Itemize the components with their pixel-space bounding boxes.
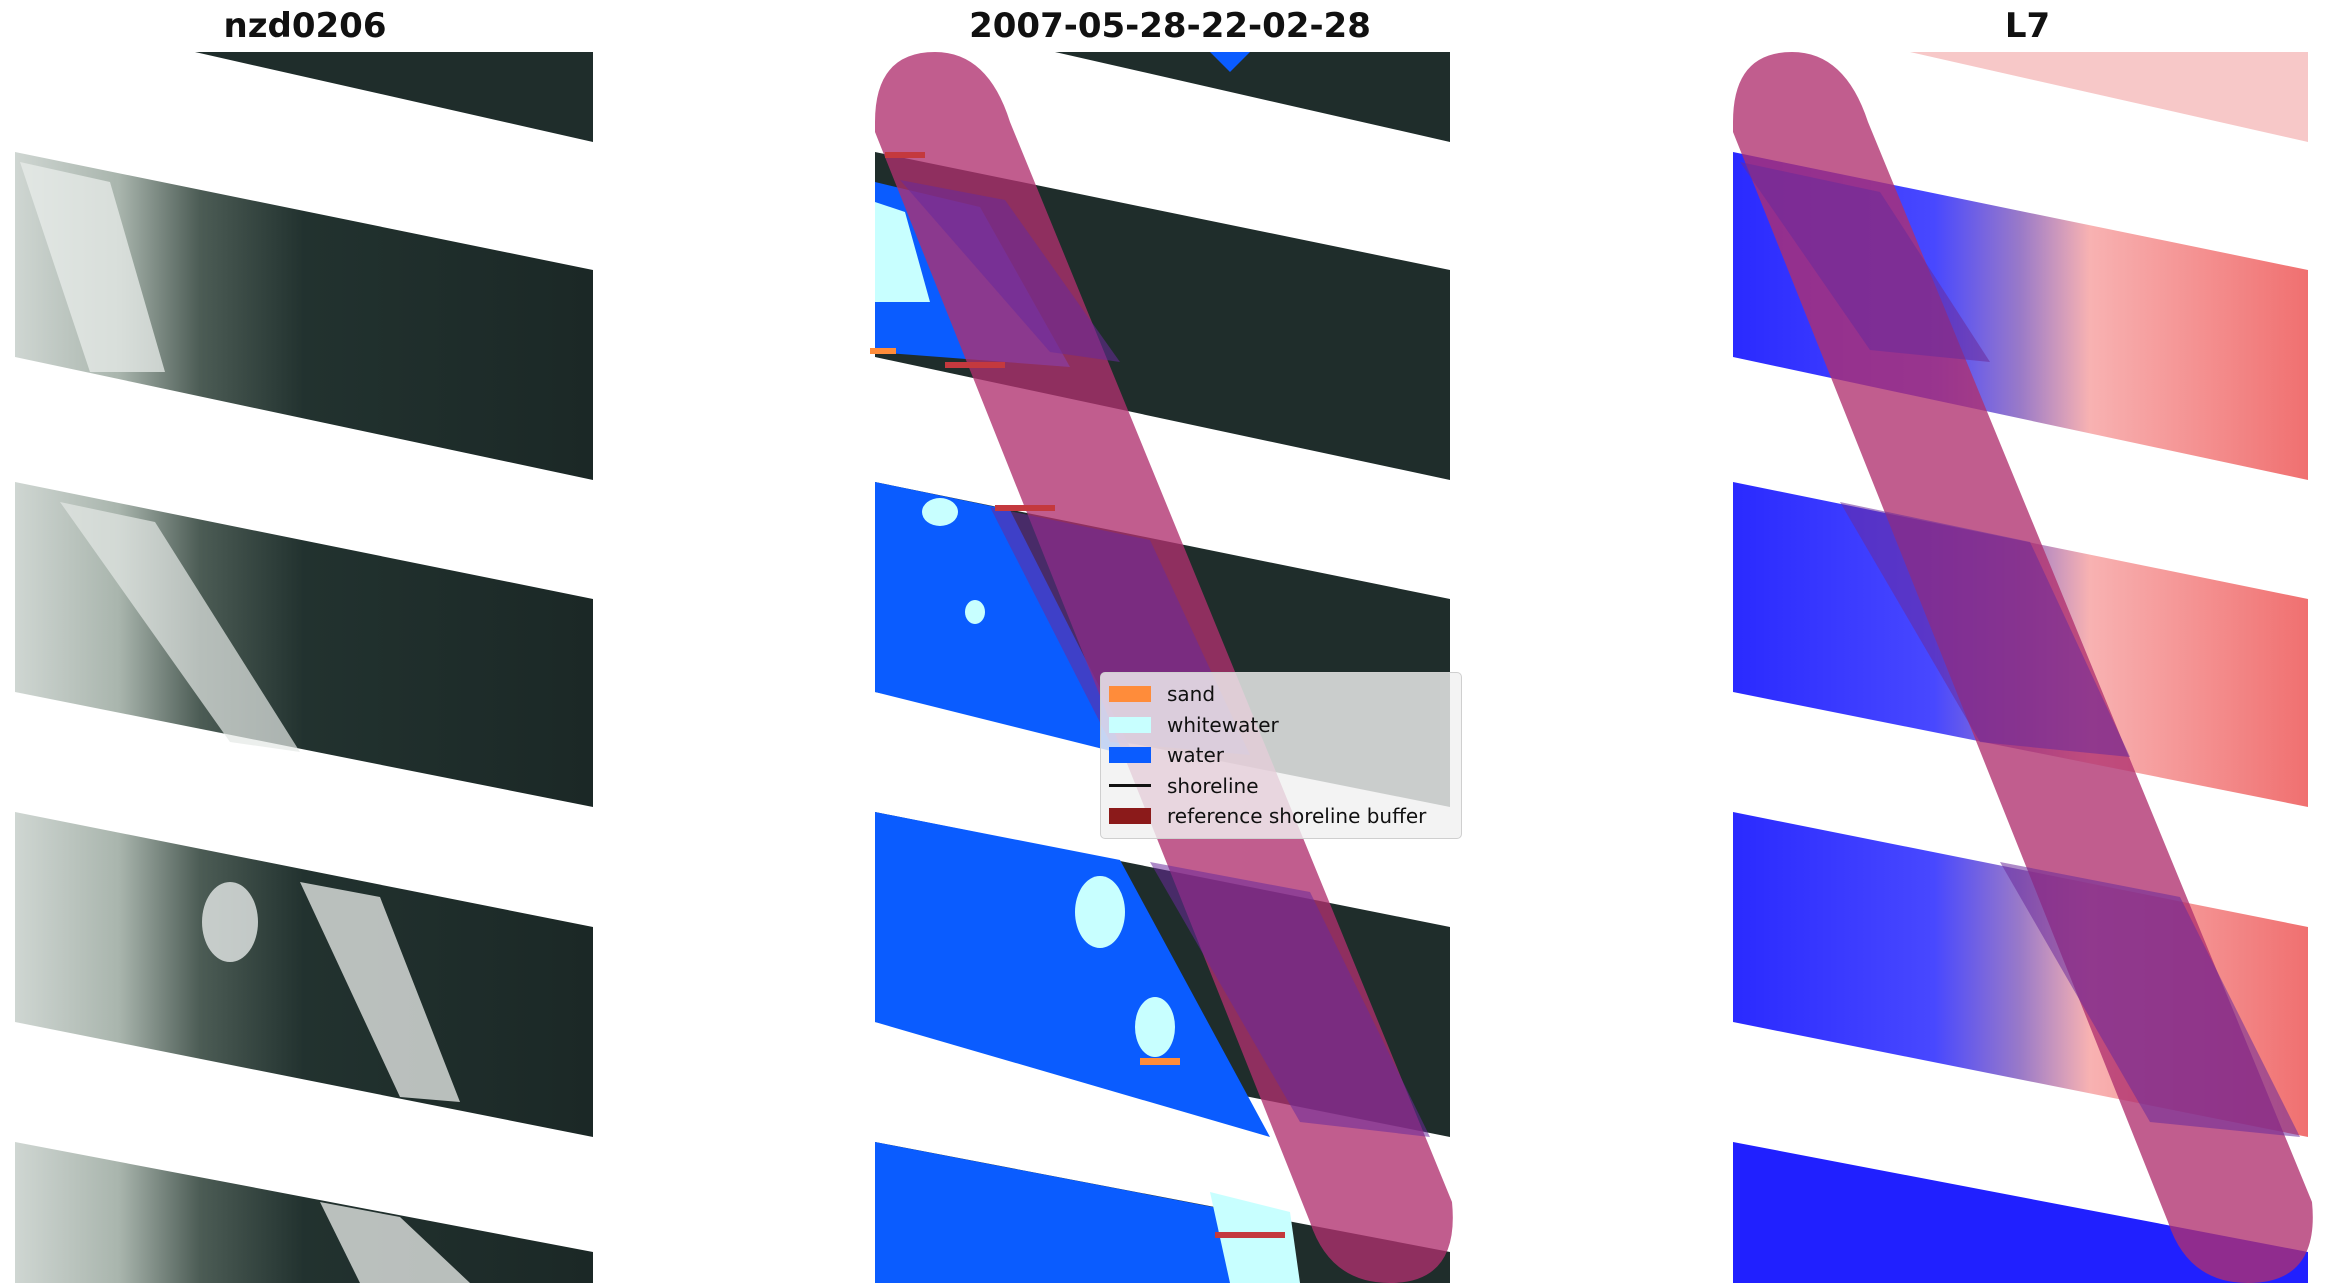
buffer-edge-3 [995, 505, 1055, 511]
index-panel: L7 [1730, 0, 2325, 1283]
class-sand-1 [870, 348, 896, 354]
legend-label: reference shoreline buffer [1167, 804, 1427, 829]
rgb-panel: nzd0206 [0, 0, 600, 1283]
class-water-3 [875, 812, 1270, 1137]
legend-item-water: water [1109, 740, 1453, 771]
legend: sand whitewater water shoreline referenc… [1100, 672, 1462, 839]
index-panel-title: L7 [2004, 6, 2051, 46]
water-swatch [1109, 747, 1151, 764]
rgb-stripe-5 [15, 1142, 593, 1283]
overlap-1 [900, 180, 1120, 362]
rgb-stripe-4 [15, 812, 593, 1137]
legend-item-sand: sand [1109, 679, 1453, 710]
class-water-5 [1210, 52, 1250, 72]
classification-panel-title: 2007-05-28-22-02-28 [969, 6, 1371, 46]
class-whitewater-2 [922, 498, 958, 526]
index-stripe-1 [1910, 52, 2308, 142]
class-whitewater-5 [1135, 997, 1175, 1057]
class-water-2 [875, 482, 1135, 757]
classification-image [870, 52, 1453, 1283]
overlap-3 [1150, 862, 1430, 1137]
rgb-surf-4 [202, 882, 258, 962]
classification-panel: 2007-05-28-22-02-28 [870, 0, 1470, 1283]
sand-swatch [1109, 686, 1151, 703]
rgb-surf-5 [320, 1202, 470, 1283]
index-overlap-1 [1740, 162, 1990, 362]
index-overlap-2 [1840, 502, 2130, 757]
rgb-panel-title: nzd0206 [223, 6, 387, 46]
class-whitewater-1 [875, 202, 930, 302]
class-stripe-1 [1055, 52, 1450, 142]
rgb-surf-2 [60, 502, 300, 752]
buffer-edge-1 [885, 152, 925, 158]
index-stripe-5 [1733, 1142, 2308, 1283]
legend-label: whitewater [1167, 712, 1279, 737]
legend-label: shoreline [1167, 773, 1259, 798]
rgb-stripe-1 [195, 52, 593, 142]
class-water-4 [875, 1142, 1300, 1283]
legend-label: water [1167, 743, 1224, 768]
legend-item-shoreline: shoreline [1109, 771, 1453, 802]
legend-label: sand [1167, 682, 1216, 707]
shoreline-line-icon [1109, 784, 1151, 788]
rgb-image [15, 52, 593, 1283]
index-overlap-3 [2000, 862, 2300, 1137]
legend-item-buffer: reference shoreline buffer [1109, 801, 1453, 832]
class-sand-2 [1140, 1058, 1180, 1065]
buffer-swatch [1109, 808, 1151, 825]
legend-item-whitewater: whitewater [1109, 710, 1453, 741]
buffer-edge-2 [945, 362, 1005, 368]
class-whitewater-4 [1075, 876, 1125, 948]
buffer-edge-4 [1215, 1232, 1285, 1238]
whitewater-swatch [1109, 716, 1151, 733]
rgb-surf-1 [20, 162, 165, 372]
rgb-stripe-2 [15, 152, 593, 480]
rgb-surf-3 [300, 882, 460, 1102]
index-image [1733, 52, 2313, 1283]
class-whitewater-3 [965, 600, 985, 624]
